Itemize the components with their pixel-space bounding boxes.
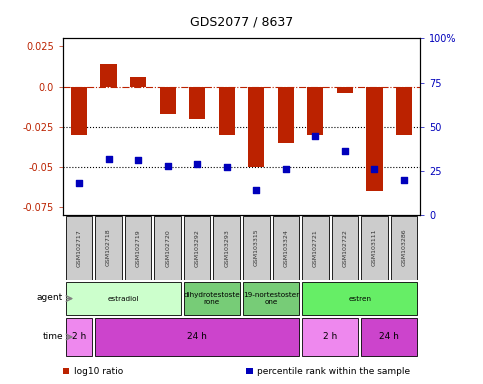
Point [312, 132, 319, 139]
FancyBboxPatch shape [302, 216, 328, 280]
Bar [130, 77, 146, 86]
Text: GSM103293: GSM103293 [224, 229, 229, 266]
Text: GSM102719: GSM102719 [136, 229, 141, 266]
Text: 2 h: 2 h [323, 333, 337, 341]
FancyBboxPatch shape [213, 216, 240, 280]
Bar [278, 86, 294, 143]
FancyBboxPatch shape [361, 318, 417, 356]
Text: dihydrotestoste
rone: dihydrotestoste rone [184, 292, 241, 305]
FancyBboxPatch shape [302, 282, 417, 315]
Text: GSM102717: GSM102717 [76, 229, 82, 266]
Text: GSM103324: GSM103324 [284, 229, 288, 266]
Point [341, 148, 349, 154]
Point [164, 162, 171, 169]
Point [282, 166, 290, 172]
Text: GSM103111: GSM103111 [372, 229, 377, 266]
Bar [100, 64, 117, 86]
Point [134, 157, 142, 163]
Point [193, 161, 201, 167]
FancyBboxPatch shape [125, 216, 151, 280]
Text: GSM103286: GSM103286 [401, 229, 407, 266]
Bar [159, 86, 176, 114]
FancyBboxPatch shape [155, 216, 181, 280]
Text: time: time [43, 332, 63, 341]
Point [253, 187, 260, 194]
FancyBboxPatch shape [184, 282, 240, 315]
Text: log10 ratio: log10 ratio [74, 367, 123, 376]
Text: GSM103315: GSM103315 [254, 229, 259, 266]
Point [105, 156, 113, 162]
Text: GDS2077 / 8637: GDS2077 / 8637 [190, 15, 293, 28]
FancyBboxPatch shape [361, 216, 388, 280]
Bar [366, 86, 383, 191]
FancyBboxPatch shape [272, 216, 299, 280]
FancyBboxPatch shape [66, 282, 181, 315]
Text: agent: agent [37, 293, 63, 302]
Text: 24 h: 24 h [187, 333, 207, 341]
Bar [219, 86, 235, 135]
FancyBboxPatch shape [184, 216, 211, 280]
Point [75, 180, 83, 186]
Text: GSM103292: GSM103292 [195, 229, 199, 266]
Bar [337, 86, 353, 93]
Text: GSM102721: GSM102721 [313, 229, 318, 266]
Bar [396, 86, 412, 135]
Text: 24 h: 24 h [379, 333, 399, 341]
FancyBboxPatch shape [302, 318, 358, 356]
Text: GSM102718: GSM102718 [106, 229, 111, 266]
FancyBboxPatch shape [243, 282, 299, 315]
Text: estren: estren [348, 296, 371, 301]
FancyBboxPatch shape [95, 216, 122, 280]
Point [400, 177, 408, 183]
Bar [248, 86, 264, 167]
FancyBboxPatch shape [243, 216, 270, 280]
FancyBboxPatch shape [391, 216, 417, 280]
FancyBboxPatch shape [95, 318, 299, 356]
Text: 2 h: 2 h [72, 333, 86, 341]
Point [370, 166, 378, 172]
Bar [189, 86, 205, 119]
Text: GSM102720: GSM102720 [165, 229, 170, 266]
FancyBboxPatch shape [66, 216, 92, 280]
Bar [307, 86, 324, 135]
Bar [71, 86, 87, 135]
Text: 19-nortestoster
one: 19-nortestoster one [243, 292, 299, 305]
Point [223, 164, 230, 170]
Text: percentile rank within the sample: percentile rank within the sample [257, 367, 411, 376]
FancyBboxPatch shape [66, 318, 92, 356]
Text: GSM102722: GSM102722 [342, 229, 347, 266]
FancyBboxPatch shape [332, 216, 358, 280]
Text: estradiol: estradiol [108, 296, 139, 301]
